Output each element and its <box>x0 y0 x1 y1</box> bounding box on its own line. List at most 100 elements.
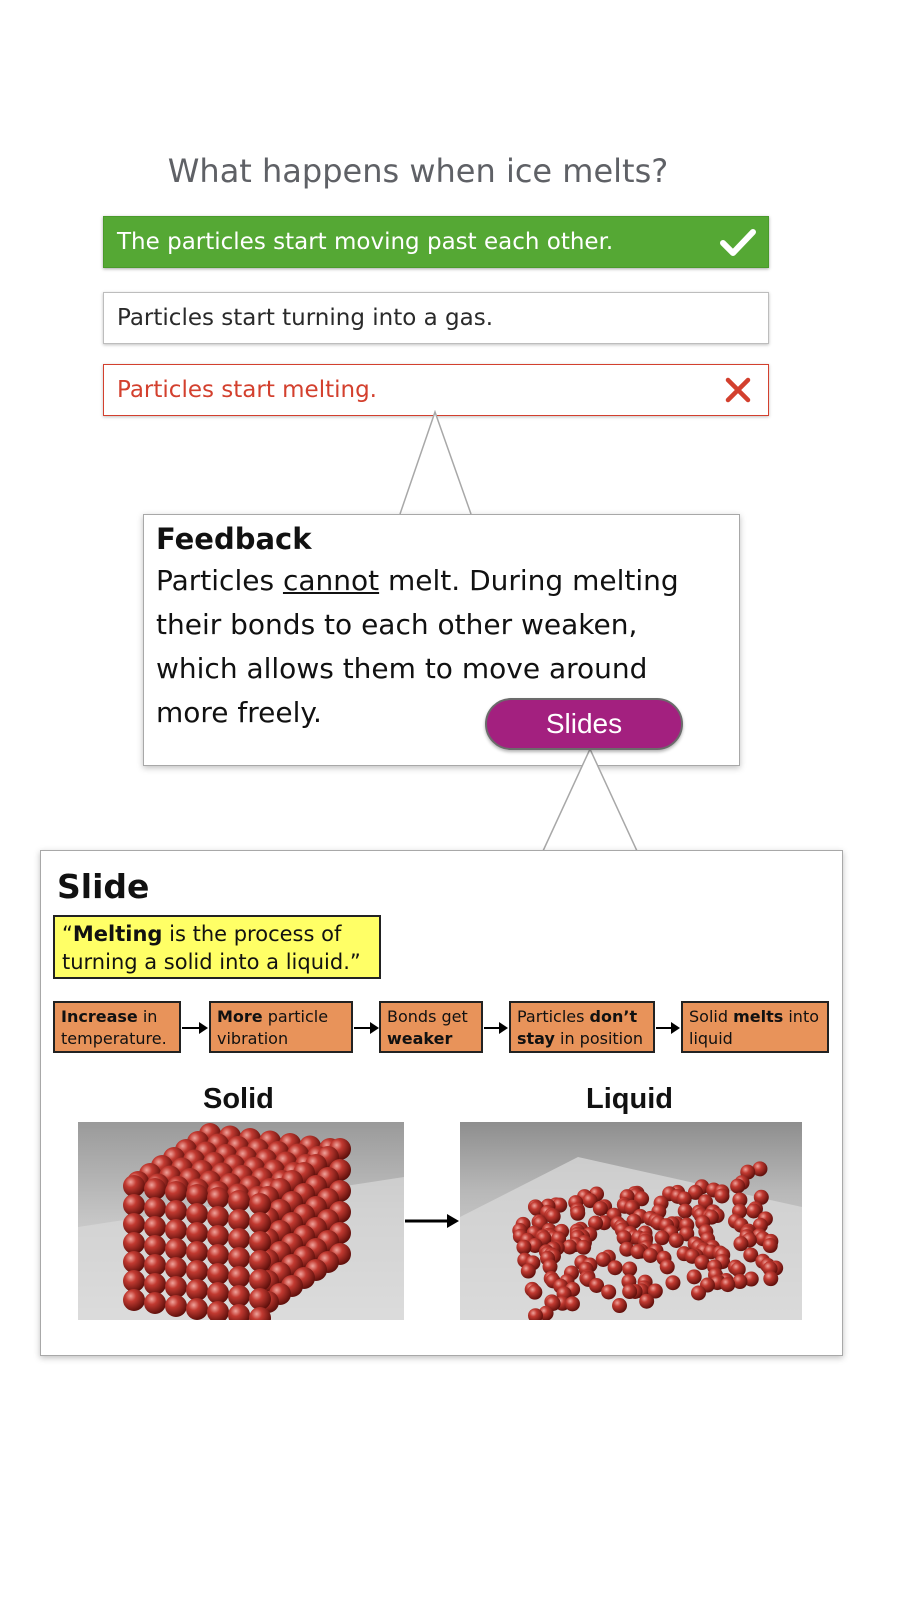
particle <box>144 1235 166 1257</box>
feedback-text-start: Particles <box>156 564 283 597</box>
feedback-text: Particles cannot melt. During melting th… <box>156 559 721 735</box>
particle <box>186 1298 208 1320</box>
particle <box>144 1178 166 1200</box>
step-arrow <box>354 1022 379 1034</box>
particle <box>730 1178 746 1194</box>
particle <box>165 1219 187 1241</box>
particle <box>630 1244 646 1260</box>
particle <box>665 1275 681 1291</box>
answer-option-2[interactable]: Particles start turning into a gas. <box>103 292 769 344</box>
check-icon <box>708 228 768 256</box>
particle <box>207 1263 229 1285</box>
particle <box>186 1279 208 1301</box>
feedback-callout-tail <box>397 410 475 518</box>
feedback-title: Feedback <box>156 522 312 556</box>
particle <box>686 1269 702 1285</box>
definition-box: “Melting is the process of turning a sol… <box>53 915 381 979</box>
liquid-particles-image <box>460 1122 802 1320</box>
liquid-label: Liquid <box>586 1083 673 1115</box>
process-step-5: Solid melts into liquid <box>681 1001 829 1053</box>
particle <box>647 1283 663 1299</box>
particle <box>527 1284 543 1300</box>
particle <box>654 1230 670 1246</box>
particle <box>249 1250 271 1272</box>
particle <box>123 1175 145 1197</box>
step-text: in temperature. <box>61 1007 167 1048</box>
particle <box>626 1213 642 1229</box>
particle <box>612 1298 628 1314</box>
slides-button[interactable]: Slides <box>485 698 683 750</box>
particle <box>642 1248 658 1264</box>
definition-term: Melting <box>72 922 163 946</box>
particle <box>732 1274 748 1290</box>
particle <box>752 1161 768 1177</box>
particle <box>123 1232 145 1254</box>
particle <box>228 1209 250 1231</box>
particle <box>123 1213 145 1235</box>
particle <box>123 1251 145 1273</box>
process-step-3: Bonds get weaker <box>379 1001 483 1053</box>
particle <box>552 1197 568 1213</box>
particle <box>207 1225 229 1247</box>
particle <box>668 1232 684 1248</box>
particle <box>144 1197 166 1219</box>
particle <box>144 1273 166 1295</box>
particle <box>639 1293 655 1309</box>
step-text: particle vibration <box>217 1007 329 1048</box>
particle <box>165 1276 187 1298</box>
solid-label: Solid <box>203 1083 274 1115</box>
answer-option-1[interactable]: The particles start moving past each oth… <box>103 216 769 268</box>
particle <box>165 1200 187 1222</box>
particle <box>228 1247 250 1269</box>
particle <box>687 1184 703 1200</box>
particle <box>694 1255 710 1271</box>
definition-open-quote: “ <box>62 922 73 946</box>
particle <box>545 1208 561 1224</box>
step-bold: weaker <box>387 1029 453 1048</box>
particle <box>144 1292 166 1314</box>
particle <box>123 1289 145 1311</box>
cross-icon <box>708 377 768 403</box>
answer-option-label: The particles start moving past each oth… <box>117 229 614 255</box>
particle <box>186 1222 208 1244</box>
particle <box>763 1271 779 1287</box>
particle <box>123 1270 145 1292</box>
step-text: Solid <box>689 1007 734 1026</box>
step-text: in position <box>554 1029 644 1048</box>
particle <box>622 1284 638 1300</box>
process-step-1: Increase in temperature. <box>53 1001 181 1053</box>
particle <box>619 1241 635 1257</box>
particle <box>562 1239 578 1255</box>
slide-panel: Slide “Melting is the process of turning… <box>40 850 843 1356</box>
particle <box>595 1251 611 1267</box>
particle <box>207 1282 229 1304</box>
answer-option-3[interactable]: Particles start melting. <box>103 364 769 416</box>
particle <box>582 1193 598 1209</box>
step-bold: don’t stay <box>517 1007 638 1048</box>
particle <box>601 1284 617 1300</box>
step-arrow <box>656 1022 680 1034</box>
particle <box>732 1192 748 1208</box>
particle <box>527 1237 543 1253</box>
particle <box>743 1271 759 1287</box>
particle <box>144 1254 166 1276</box>
process-step-4: Particles don’t stay in position <box>509 1001 655 1053</box>
particle <box>228 1228 250 1250</box>
question-title: What happens when ice melts? <box>167 152 669 190</box>
slide-callout-tail <box>540 747 640 855</box>
answer-option-label: Particles start melting. <box>117 377 377 403</box>
slide-title: Slide <box>57 867 150 906</box>
particle <box>165 1257 187 1279</box>
particle <box>165 1181 187 1203</box>
step-text: Particles <box>517 1007 590 1026</box>
particle <box>186 1203 208 1225</box>
step-text: Bonds get <box>387 1007 468 1026</box>
particle <box>249 1212 271 1234</box>
particle <box>592 1200 608 1216</box>
particle <box>165 1295 187 1317</box>
step-arrow <box>182 1022 208 1034</box>
particle <box>576 1239 592 1255</box>
particle <box>676 1191 692 1207</box>
particle <box>207 1187 229 1209</box>
particle <box>228 1285 250 1307</box>
